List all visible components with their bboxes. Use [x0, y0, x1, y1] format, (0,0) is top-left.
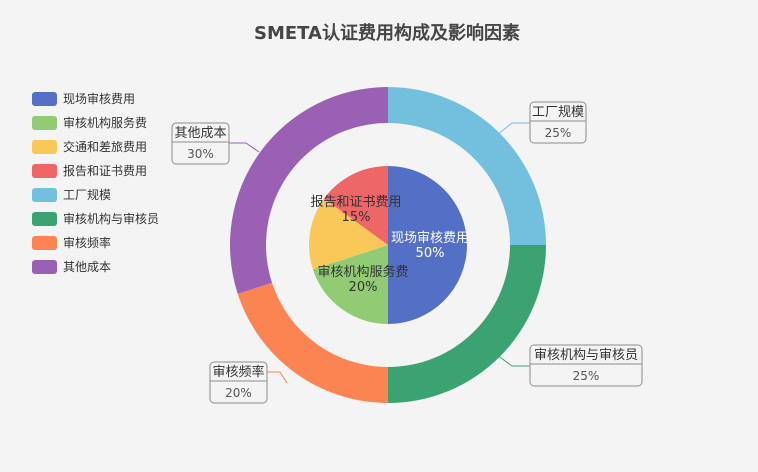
outer-slice-4[interactable] — [230, 87, 388, 294]
outer-label-name-1: 工厂规模 — [532, 105, 584, 120]
inner-label-value-2: 20% — [349, 280, 378, 295]
outer-label-value-3: 20% — [225, 386, 252, 400]
outer-label-name-2: 审核机构与审核员 — [534, 348, 638, 363]
legend-swatch-4[interactable] — [32, 164, 57, 178]
inner-slice-4[interactable] — [324, 166, 388, 245]
outer-label-box-1 — [529, 101, 587, 144]
inner-pie — [309, 166, 467, 324]
outer-label-value-4: 30% — [187, 147, 214, 161]
outer-leader-line-4 — [229, 142, 260, 153]
legend-label-2[interactable]: 审核机构服务费 — [63, 115, 147, 130]
chart-title: SMETA认证费用构成及影响因素 — [254, 22, 520, 44]
legend-swatch-7[interactable] — [32, 236, 57, 250]
legend-swatch-8[interactable] — [32, 260, 57, 274]
outer-label-box-2 — [529, 344, 643, 387]
inner-label-value-1: 50% — [416, 246, 445, 261]
legend-label-4[interactable]: 报告和证书费用 — [63, 163, 147, 178]
inner-slice-2[interactable] — [312, 245, 388, 324]
legend-swatch-6[interactable] — [32, 212, 57, 226]
inner-label-value-4: 15% — [342, 210, 371, 225]
outer-label-name-4: 其他成本 — [174, 126, 226, 141]
outer-label-box-4 — [171, 122, 230, 165]
inner-label-name-4: 报告和证书费用 — [310, 195, 401, 210]
legend-label-8[interactable]: 其他成本 — [63, 260, 111, 274]
legend-swatch-5[interactable] — [32, 188, 57, 202]
outer-labels: 工厂规模 25% 审核机构与审核员 25% 审核频率 20% 其他成本 30% — [171, 101, 643, 404]
outer-slice-3[interactable] — [237, 282, 388, 403]
outer-donut — [230, 87, 546, 403]
outer-leader-line-3 — [267, 371, 288, 384]
outer-label-value-1: 25% — [545, 126, 572, 140]
legend-label-7[interactable]: 审核频率 — [63, 235, 111, 250]
outer-label-box-3 — [209, 361, 268, 404]
legend-swatch-2[interactable] — [32, 116, 57, 130]
outer-label-name-3: 审核频率 — [212, 364, 264, 380]
inner-slice-1[interactable] — [388, 166, 467, 324]
inner-label-name-2: 审核机构服务费 — [317, 264, 408, 280]
legend-swatch-1[interactable] — [32, 92, 57, 106]
legend-label-1[interactable]: 现场审核费用 — [63, 91, 135, 106]
outer-slice-1[interactable] — [388, 87, 546, 245]
inner-slice-3[interactable] — [309, 198, 388, 270]
legend-swatch-3[interactable] — [32, 140, 57, 154]
legend-label-6[interactable]: 审核机构与审核员 — [63, 211, 159, 226]
outer-slice-2[interactable] — [388, 245, 546, 403]
legend: 现场审核费用审核机构服务费交通和差旅费用报告和证书费用工厂规模审核机构与审核员审… — [32, 91, 159, 274]
inner-label-name-1: 现场审核费用 — [391, 231, 469, 246]
legend-label-5[interactable]: 工厂规模 — [63, 187, 111, 202]
outer-leader-line-2 — [496, 354, 530, 367]
outer-label-value-2: 25% — [573, 369, 600, 383]
outer-leader-line-1 — [496, 122, 530, 136]
legend-label-3[interactable]: 交通和差旅费用 — [63, 139, 147, 154]
